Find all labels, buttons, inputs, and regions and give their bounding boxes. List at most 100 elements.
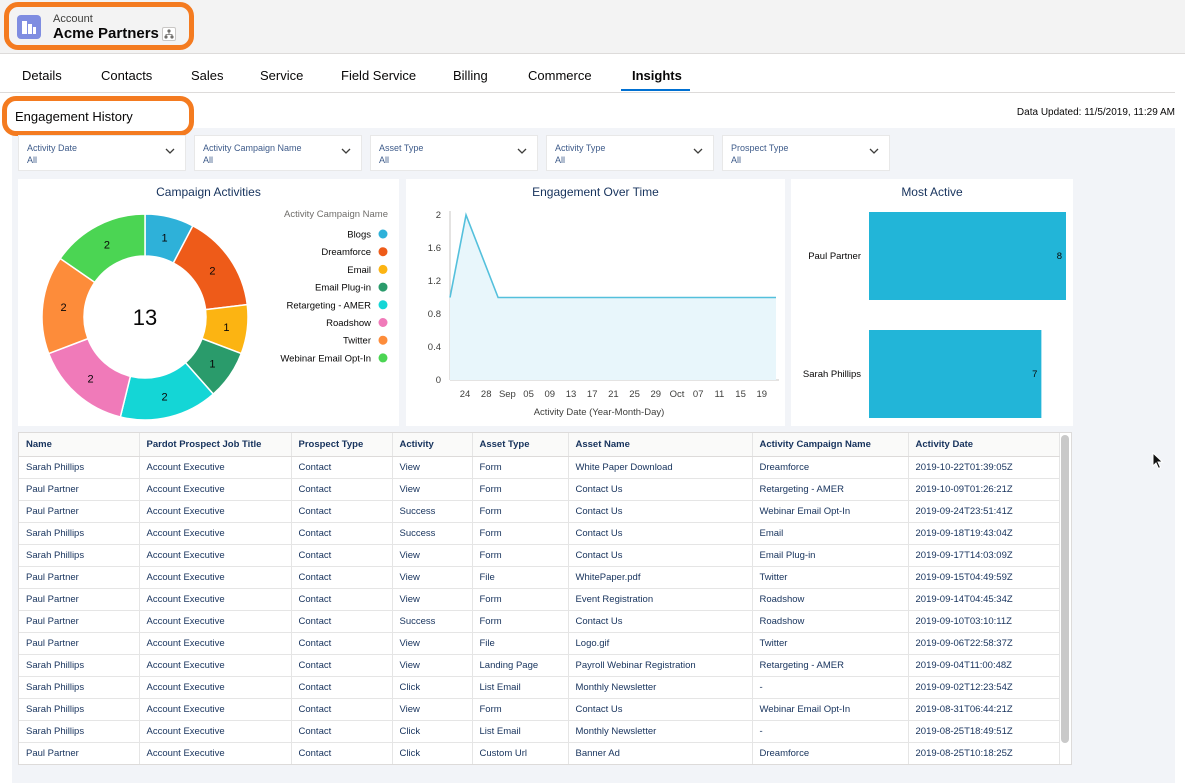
table-row[interactable]: Sarah Phillips Account Executive Contact Su… xyxy=(19,522,1060,545)
table-row[interactable]: Sarah Phillips Account Executive Contact Cl… xyxy=(19,676,1060,699)
table-cell: Form xyxy=(472,698,569,721)
bar-value-label: 8 xyxy=(1057,251,1062,262)
filter-prospect-type[interactable]: Prospect Type All xyxy=(722,135,890,171)
mouse-cursor-icon xyxy=(1152,452,1164,470)
table-cell: Sarah Phillips xyxy=(19,698,140,721)
table-cell: Paul Partner xyxy=(19,610,140,633)
table-cell: Sarah Phillips xyxy=(19,522,140,545)
tab-commerce[interactable]: Commerce xyxy=(528,68,592,83)
tab-insights[interactable]: Insights xyxy=(632,68,682,83)
table-cell: Twitter xyxy=(752,566,909,589)
table-cell: Account Executive xyxy=(139,500,292,523)
table-cell: View xyxy=(392,588,473,611)
chevron-down-icon xyxy=(693,148,703,154)
table-cell: Email Plug-in xyxy=(752,544,909,567)
column-header[interactable]: Prospect Type xyxy=(291,433,393,457)
table-cell: Contact xyxy=(291,500,393,523)
table-row[interactable]: Sarah Phillips Account Executive Contact Vi… xyxy=(19,654,1060,677)
table-cell: Custom Url xyxy=(472,742,569,764)
table-row[interactable]: Sarah Phillips Account Executive Contact Cl… xyxy=(19,720,1060,743)
filter-activity-campaign-name[interactable]: Activity Campaign Name All xyxy=(194,135,362,171)
table-cell: Landing Page xyxy=(472,654,569,677)
table-row[interactable]: Paul Partner Account Executive Contact View… xyxy=(19,478,1060,501)
table-cell: 2019-09-15T04:49:59Z xyxy=(908,566,1060,589)
table-cell: 2019-09-02T12:23:54Z xyxy=(908,676,1060,699)
table-cell: Webinar Email Opt-In xyxy=(752,698,909,721)
table-cell: Logo.gif xyxy=(568,632,753,655)
table-cell: 2019-09-06T22:58:37Z xyxy=(908,632,1060,655)
bar[interactable] xyxy=(869,330,1042,418)
y-tick-label: 0.4 xyxy=(428,342,441,353)
donut-slice[interactable] xyxy=(59,213,146,284)
table-cell: Sarah Phillips xyxy=(19,654,140,677)
tab-contacts[interactable]: Contacts xyxy=(101,68,153,83)
filter-activity-type[interactable]: Activity Type All xyxy=(546,135,714,171)
slice-value-label: 1 xyxy=(162,232,168,244)
legend-swatch xyxy=(378,335,388,345)
legend-item-label: Blogs xyxy=(347,230,371,241)
slice-value-label: 2 xyxy=(61,302,67,314)
legend-swatch xyxy=(378,264,388,274)
table-row[interactable]: Sarah Phillips Account Executive Contact Vi… xyxy=(19,456,1060,479)
table-row[interactable]: Sarah Phillips Account Executive Contact Vi… xyxy=(19,544,1060,567)
column-header[interactable]: Asset Type xyxy=(472,433,569,457)
object-label: Account xyxy=(53,13,93,25)
table-cell: 2019-08-25T18:49:51Z xyxy=(908,720,1060,743)
table-scrollbar[interactable] xyxy=(1061,435,1069,743)
table-cell: 2019-08-31T06:44:21Z xyxy=(908,698,1060,721)
column-header[interactable]: Activity Date xyxy=(908,433,1060,457)
table-row[interactable]: Paul Partner Account Executive Contact View… xyxy=(19,588,1060,611)
table-cell: Form xyxy=(472,456,569,479)
tab-billing[interactable]: Billing xyxy=(453,68,488,83)
table-row[interactable]: Paul Partner Account Executive Contact View… xyxy=(19,566,1060,589)
table-header-row: Name Pardot Prospect Job Title Prospect Ty… xyxy=(19,433,1060,457)
table-row[interactable]: Paul Partner Account Executive Contact Succ… xyxy=(19,500,1060,523)
filter-value: All xyxy=(27,155,38,165)
y-tick-label: 0.8 xyxy=(428,309,441,320)
tab-field-service[interactable]: Field Service xyxy=(341,68,417,83)
table-cell: Account Executive xyxy=(139,544,292,567)
x-tick-label: 05 xyxy=(523,389,534,400)
table-row[interactable]: Sarah Phillips Account Executive Contact Vi… xyxy=(19,698,1060,721)
table-cell: Account Executive xyxy=(139,720,292,743)
column-header[interactable]: Activity xyxy=(392,433,473,457)
filter-activity-date[interactable]: Activity Date All xyxy=(18,135,186,171)
x-tick-label: 11 xyxy=(714,389,724,400)
table-row[interactable]: Paul Partner Account Executive Contact View… xyxy=(19,632,1060,655)
section-highlight: Engagement History xyxy=(2,96,194,136)
table-cell: Contact xyxy=(291,720,393,743)
most-active-panel: Most Active Paul Partner 8 Sarah Phillips 7 xyxy=(791,179,1073,426)
filter-value: All xyxy=(731,155,742,165)
table-row[interactable]: Paul Partner Account Executive Contact Succ… xyxy=(19,610,1060,633)
table-cell: 2019-09-14T04:45:34Z xyxy=(908,588,1060,611)
hierarchy-icon[interactable] xyxy=(162,27,176,41)
table-cell: File xyxy=(472,566,569,589)
column-header[interactable]: Asset Name xyxy=(568,433,753,457)
x-axis-label: Activity Date (Year-Month-Day) xyxy=(534,407,665,418)
column-header[interactable]: Pardot Prospect Job Title xyxy=(139,433,292,457)
table-cell: 2019-09-18T19:43:04Z xyxy=(908,522,1060,545)
table-cell: Click xyxy=(392,720,473,743)
table-cell: View xyxy=(392,698,473,721)
y-tick-label: 0 xyxy=(436,375,441,386)
column-header[interactable]: Name xyxy=(19,433,140,457)
filter-label: Asset Type xyxy=(379,143,424,153)
table-cell: Twitter xyxy=(752,632,909,655)
bar[interactable] xyxy=(869,212,1066,300)
x-tick-label: 25 xyxy=(629,389,640,400)
table-cell: Contact xyxy=(291,654,393,677)
filter-asset-type[interactable]: Asset Type All xyxy=(370,135,538,171)
record-header: Account Acme Partners xyxy=(0,0,1185,54)
tab-details[interactable]: Details xyxy=(22,68,62,83)
table-cell: Contact xyxy=(291,588,393,611)
x-tick-label: 21 xyxy=(608,389,619,400)
table-cell: Sarah Phillips xyxy=(19,676,140,699)
table-cell: Paul Partner xyxy=(19,742,140,764)
table-cell: Dreamforce xyxy=(752,456,909,479)
series-line[interactable] xyxy=(449,212,776,299)
tab-sales[interactable]: Sales xyxy=(191,68,224,83)
table-row[interactable]: Paul Partner Account Executive Contact Clic… xyxy=(19,742,1060,764)
table-cell: Contact xyxy=(291,478,393,501)
column-header[interactable]: Activity Campaign Name xyxy=(752,433,909,457)
tab-service[interactable]: Service xyxy=(260,68,304,83)
